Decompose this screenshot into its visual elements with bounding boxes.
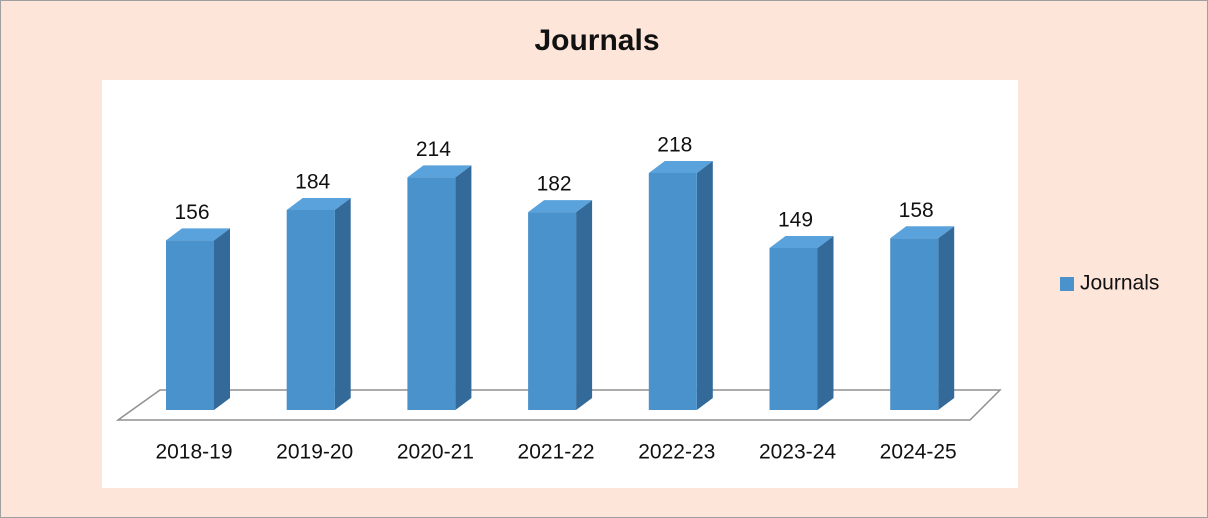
bar-top [890,226,955,239]
bar [286,209,335,410]
data-label: 214 [416,138,451,161]
x-tick-label: 2022-23 [638,441,715,464]
x-tick-label: 2024-25 [880,441,957,464]
x-tick-label: 2019-20 [276,441,353,464]
bar [890,238,939,410]
data-label: 182 [537,173,572,196]
data-label: 184 [295,171,330,194]
bar-side [455,165,472,410]
bar [166,240,214,410]
legend-swatch [1060,277,1074,291]
bar-top [166,228,230,241]
bar-side [696,161,713,410]
chart-title: Journals [534,24,659,57]
legend-label: Journals [1080,272,1159,295]
bar-top [769,236,834,249]
bar [648,173,697,410]
bar-top [286,197,351,210]
data-label: 158 [899,199,934,222]
bar [769,248,818,410]
data-label: 156 [174,201,209,224]
bar-side [817,236,834,410]
x-tick-label: 2021-22 [518,441,595,464]
bar-top [648,161,713,173]
x-tick-label: 2023-24 [759,441,836,464]
x-tick-label: 2020-21 [397,441,474,464]
bar-side [214,228,230,410]
bar-top [528,200,593,213]
bar-side [334,197,351,410]
bar-side [938,226,955,410]
data-label: 149 [778,209,813,232]
bar [407,177,456,410]
bar-side [576,200,593,410]
data-label: 218 [657,134,692,157]
bar-top [407,165,472,178]
x-tick-label: 2018-19 [155,441,232,464]
bar [528,212,577,410]
